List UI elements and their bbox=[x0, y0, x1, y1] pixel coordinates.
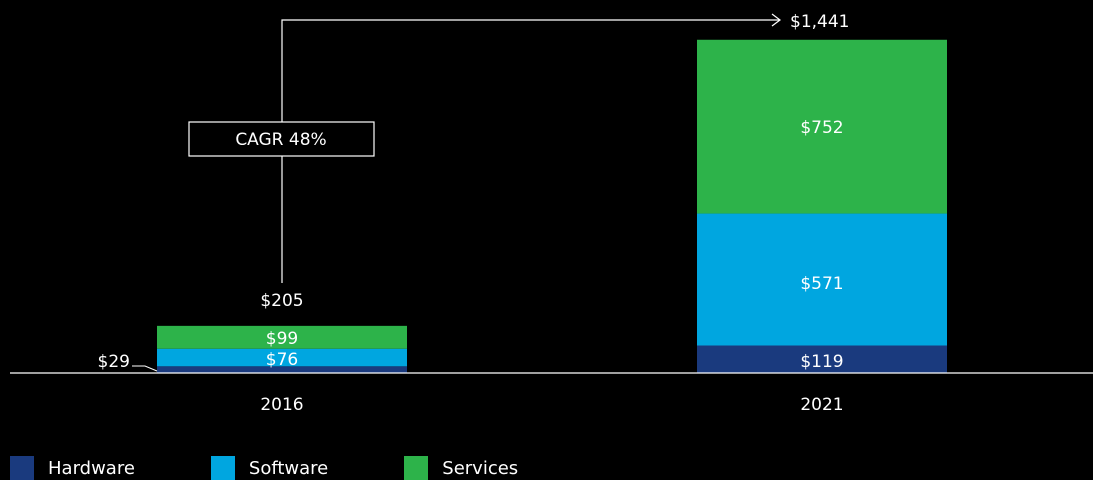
cagr-box bbox=[188, 121, 375, 157]
bar-group bbox=[157, 39, 947, 373]
bar-segment-2021-software bbox=[697, 213, 947, 346]
bar-segment-2021-services bbox=[697, 39, 947, 214]
legend: Hardware Software Services bbox=[10, 456, 594, 480]
category-label-2016: 2016 bbox=[260, 395, 303, 415]
total-label-2021: $1,441 bbox=[790, 12, 849, 32]
bar-segment-2016-services bbox=[157, 325, 407, 349]
value-label-2021-software: $571 bbox=[800, 274, 843, 294]
legend-swatch-software bbox=[210, 456, 235, 480]
category-label-2021: 2021 bbox=[800, 395, 843, 415]
value-label-2021-hardware: $119 bbox=[800, 352, 843, 372]
legend-item-software: Software bbox=[210, 456, 329, 480]
value-label-2016-services: $99 bbox=[266, 329, 298, 349]
hardware-leader-line bbox=[132, 365, 158, 372]
legend-swatch-services bbox=[404, 456, 429, 480]
legend-label-hardware: Hardware bbox=[48, 457, 135, 479]
value-label-2021-services: $752 bbox=[800, 118, 843, 138]
cagr-label: CAGR 48% bbox=[235, 130, 326, 150]
bar-segment-2016-software bbox=[157, 348, 407, 367]
bar-segment-2021-hardware bbox=[697, 345, 947, 373]
legend-item-services: Services bbox=[404, 456, 518, 480]
legend-label-software: Software bbox=[248, 457, 329, 479]
value-label-2016-hardware: $29 bbox=[98, 352, 130, 372]
legend-item-hardware: Hardware bbox=[10, 456, 135, 480]
cagr-arrow-line bbox=[281, 19, 780, 283]
bar-segment-2016-hardware bbox=[157, 366, 407, 373]
legend-label-services: Services bbox=[442, 457, 519, 479]
cagr-arrowhead-icon bbox=[771, 13, 781, 27]
value-label-2016-software: $76 bbox=[266, 350, 298, 370]
legend-swatch-hardware bbox=[10, 456, 34, 480]
total-label-2016: $205 bbox=[260, 291, 303, 311]
